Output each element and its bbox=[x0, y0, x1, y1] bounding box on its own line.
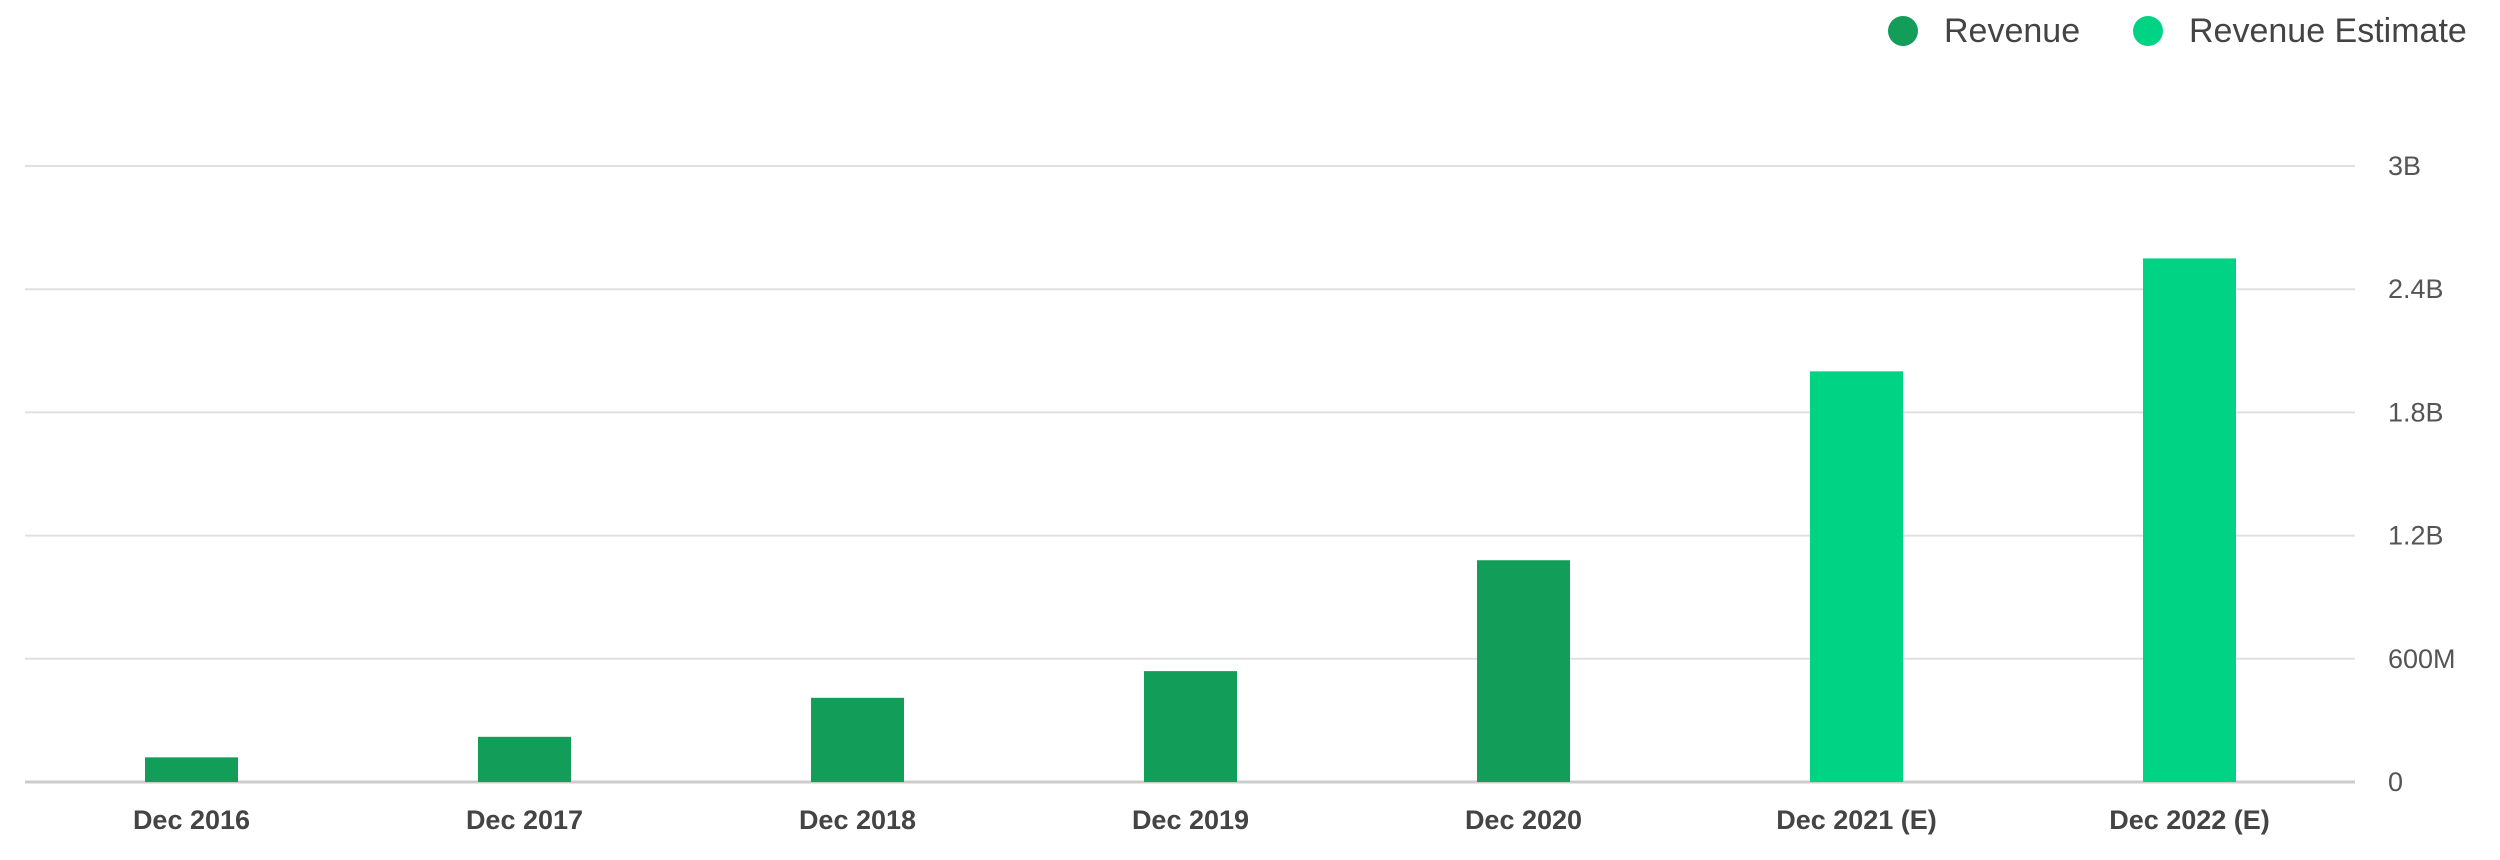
bar-dec-2016 bbox=[145, 757, 238, 782]
y-tick-label: 600M bbox=[2388, 644, 2456, 674]
gridlines bbox=[25, 165, 2355, 784]
bar-dec-2020 bbox=[1477, 560, 1570, 782]
y-tick-label: 0 bbox=[2388, 767, 2403, 797]
x-tick-label: Dec 2022 (E) bbox=[2109, 805, 2270, 835]
bar-dec-2022-e bbox=[2143, 258, 2236, 782]
y-tick-label: 3B bbox=[2388, 151, 2421, 181]
bars bbox=[145, 258, 2236, 782]
legend-marker bbox=[2133, 16, 2163, 46]
bar-dec-2018 bbox=[811, 697, 904, 782]
legend-label: Revenue Estimate bbox=[2189, 12, 2467, 50]
bar-dec-2017 bbox=[478, 736, 571, 782]
legend-label: Revenue bbox=[1944, 12, 2080, 50]
y-tick-label: 1.8B bbox=[2388, 397, 2444, 427]
legend-item-revenue-estimate: Revenue Estimate bbox=[2133, 12, 2467, 50]
x-tick-label: Dec 2017 bbox=[466, 805, 583, 835]
legend: Revenue Revenue Estimate bbox=[1888, 12, 2467, 50]
x-tick-label: Dec 2020 bbox=[1465, 805, 1582, 835]
x-axis-ticks: Dec 2016 Dec 2017 Dec 2018 Dec 2019 Dec 2020… bbox=[133, 805, 2270, 835]
bar-dec-2021-e bbox=[1810, 371, 1903, 782]
legend-item-revenue: Revenue bbox=[1888, 12, 2080, 50]
y-axis-ticks: 0 600M 1.2B 1.8B 2.4B 3B bbox=[2388, 151, 2456, 797]
x-tick-label: Dec 2016 bbox=[133, 805, 250, 835]
x-tick-label: Dec 2019 bbox=[1132, 805, 1249, 835]
y-tick-label: 2.4B bbox=[2388, 274, 2444, 304]
bar-dec-2019 bbox=[1144, 671, 1237, 782]
legend-marker bbox=[1888, 16, 1918, 46]
x-tick-label: Dec 2018 bbox=[799, 805, 916, 835]
y-tick-label: 1.2B bbox=[2388, 521, 2444, 551]
x-tick-label: Dec 2021 (E) bbox=[1776, 805, 1937, 835]
